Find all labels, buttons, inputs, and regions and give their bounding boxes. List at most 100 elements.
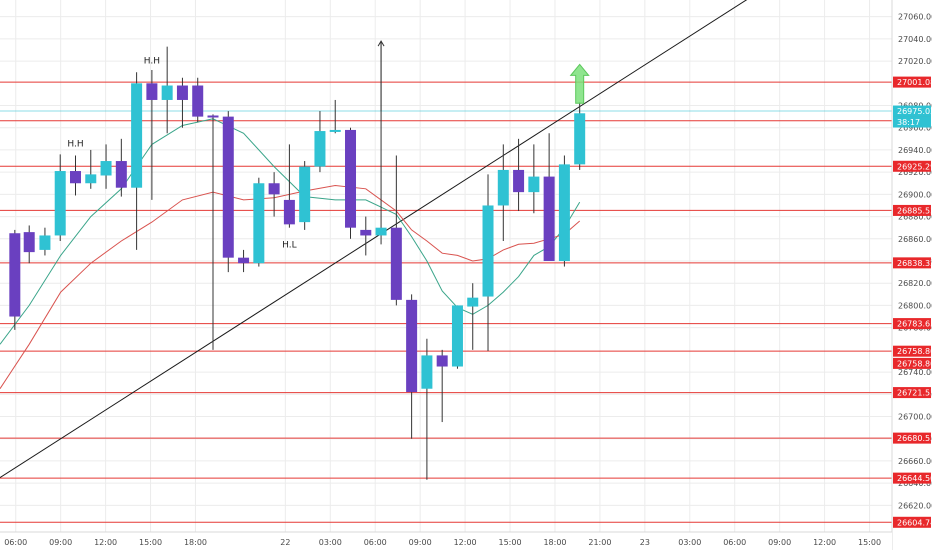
- bear-candle[interactable]: [146, 69, 158, 200]
- current-price-bg: [893, 105, 931, 117]
- swing-annotation: H.H: [144, 56, 160, 66]
- bull-candle[interactable]: [482, 174, 494, 351]
- time-axis-ticks: 06:00 09:00 12:00 15:00 18:00 22 03:00 06:00 09:…: [4, 538, 881, 547]
- level-price-label: 26758.80: [897, 347, 932, 356]
- time-tick-label: 22: [280, 538, 290, 547]
- bear-candle[interactable]: [268, 172, 280, 217]
- bull-candle[interactable]: [329, 99, 341, 134]
- price-tick-label: 26900.00: [898, 190, 932, 199]
- bear-candle[interactable]: [207, 114, 219, 350]
- bull-candle[interactable]: [161, 46, 173, 134]
- bear-candle[interactable]: [390, 155, 402, 306]
- time-tick-label: 15:00: [499, 538, 522, 547]
- time-tick-label: 18:00: [543, 538, 566, 547]
- bear-candle[interactable]: [513, 138, 525, 212]
- time-tick-label: 06:00: [723, 538, 746, 547]
- candle-body: [131, 83, 143, 188]
- bear-candle[interactable]: [222, 111, 234, 273]
- bull-candle[interactable]: [39, 227, 51, 256]
- bear-candle[interactable]: [115, 138, 127, 197]
- swing-annotation: H.H: [67, 140, 83, 150]
- trendline[interactable]: [0, 0, 755, 478]
- candle-body: [345, 129, 357, 228]
- candle-body: [329, 129, 341, 132]
- price-axis-panel[interactable]: [892, 0, 932, 550]
- price-tick-label: 27040.00: [898, 35, 932, 44]
- price-tick-label: 27060.00: [898, 13, 932, 22]
- arrows: [377, 40, 590, 112]
- bull-candle[interactable]: [528, 144, 540, 214]
- candle-body: [146, 83, 158, 100]
- candle-body: [436, 355, 448, 367]
- level-price-label: 26604.74: [897, 518, 932, 527]
- candle-body: [390, 227, 402, 300]
- candle-body: [467, 297, 479, 307]
- bear-candle[interactable]: [360, 216, 372, 256]
- bear-candle[interactable]: [543, 133, 555, 262]
- trendline-segment[interactable]: [0, 0, 755, 478]
- level-price-label-bg: [893, 257, 931, 269]
- time-tick-label: 09:00: [768, 538, 791, 547]
- bear-candle[interactable]: [238, 249, 250, 273]
- price-tick-label: 27020.00: [898, 57, 932, 66]
- time-tick-label: 06:00: [364, 538, 387, 547]
- candle-body: [69, 171, 81, 184]
- bull-candle[interactable]: [574, 102, 586, 170]
- bull-candle[interactable]: [131, 72, 143, 250]
- candle-body: [513, 169, 525, 193]
- bull-candle[interactable]: [100, 144, 112, 189]
- time-tick-label: 03:00: [678, 538, 701, 547]
- candle-body: [528, 176, 540, 193]
- candle-body: [421, 355, 433, 389]
- bear-candle[interactable]: [436, 349, 448, 423]
- candle-body: [299, 166, 311, 223]
- time-axis-panel[interactable]: [0, 532, 892, 550]
- bull-candle[interactable]: [467, 283, 479, 350]
- bear-candle[interactable]: [9, 229, 21, 330]
- level-price-label-bg: [893, 357, 931, 369]
- candle-body: [360, 229, 372, 236]
- bear-candle[interactable]: [23, 225, 35, 264]
- bear-candle[interactable]: [176, 77, 188, 128]
- level-price-label: 26925.29: [897, 162, 932, 171]
- candle-body: [85, 174, 97, 184]
- bear-candle[interactable]: [406, 294, 418, 439]
- candle-body: [283, 199, 295, 225]
- time-tick-label: 15:00: [858, 538, 881, 547]
- candle-body: [100, 161, 112, 176]
- bull-candle[interactable]: [299, 161, 311, 230]
- price-tick-label: 26920.00: [898, 168, 932, 177]
- bull-candle[interactable]: [253, 177, 265, 267]
- level-price-label: 26885.53: [897, 206, 932, 215]
- grid-lines: [0, 0, 892, 532]
- bear-candle[interactable]: [192, 77, 204, 123]
- bear-candle[interactable]: [283, 144, 295, 228]
- bull-candle[interactable]: [421, 338, 433, 480]
- swing-annotation: H.L: [282, 241, 296, 251]
- bull-candle[interactable]: [451, 305, 463, 369]
- candle-body: [161, 85, 173, 100]
- bull-candle[interactable]: [85, 149, 97, 189]
- price-tick-label: 26940.00: [898, 146, 932, 155]
- bear-candle[interactable]: [345, 127, 357, 239]
- countdown-bg: [893, 116, 931, 128]
- candle-body: [115, 161, 127, 188]
- bull-candle[interactable]: [497, 144, 509, 242]
- bear-candle[interactable]: [69, 155, 81, 196]
- bull-candle[interactable]: [54, 154, 66, 242]
- level-price-label: 26721.53: [897, 389, 932, 398]
- level-price-label: 26680.53: [897, 434, 932, 443]
- candle-body: [9, 233, 21, 317]
- price-tick-label: 26700.00: [898, 412, 932, 421]
- candle-body: [222, 116, 234, 258]
- price-labels: 27001.0826966.2926925.2926885.5326838.32…: [893, 76, 932, 528]
- time-tick-label: 21:00: [588, 538, 611, 547]
- time-tick-label: 12:00: [813, 538, 836, 547]
- candle-body: [176, 85, 188, 100]
- candle-body: [192, 85, 204, 117]
- bull-candle[interactable]: [558, 155, 570, 267]
- level-price-label-bg: [893, 318, 931, 330]
- level-price-label-bg: [893, 387, 931, 399]
- bull-candle[interactable]: [314, 111, 326, 173]
